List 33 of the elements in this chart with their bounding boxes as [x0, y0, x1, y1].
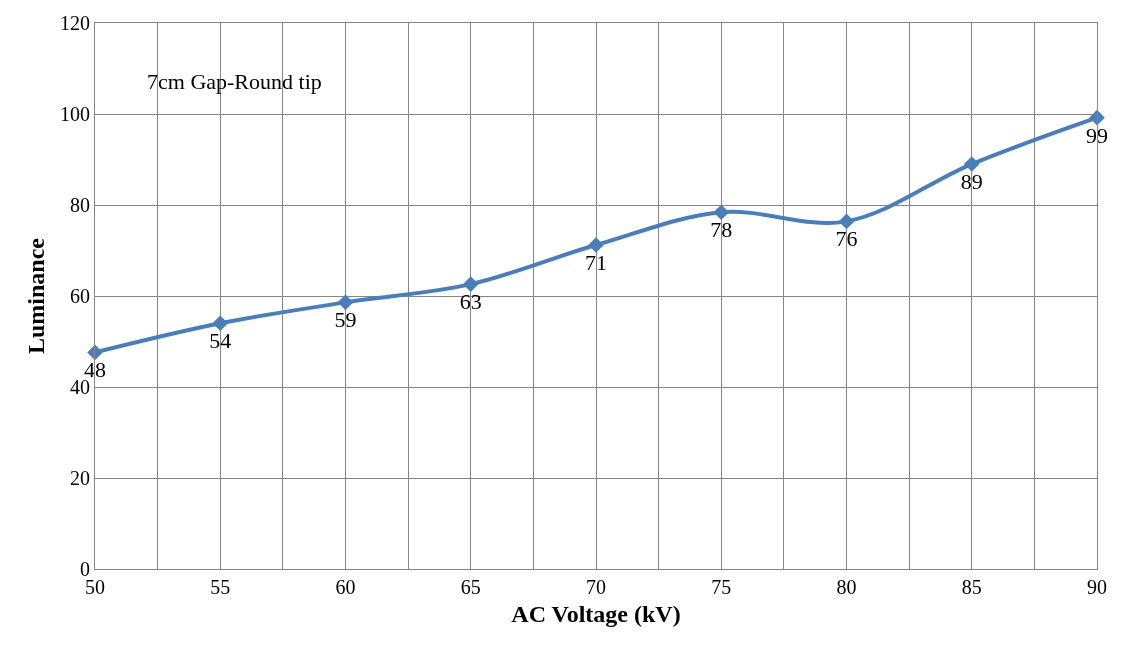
point	[212, 315, 229, 332]
point	[838, 213, 855, 230]
data-label: 89	[960, 169, 983, 195]
point	[1089, 109, 1105, 126]
x-tick-label: 60	[335, 576, 356, 598]
y-axis-title: Luminance	[23, 237, 50, 355]
x-tick-label: 65	[460, 576, 481, 598]
point	[963, 156, 980, 172]
point	[87, 344, 103, 361]
x-tick-label: 70	[586, 576, 606, 598]
y-tick-label: 20	[70, 467, 90, 489]
data-label: 71	[585, 250, 607, 276]
data-label: 54	[209, 328, 232, 354]
data-label: 76	[835, 226, 858, 252]
x-axis-title: AC Voltage (kV)	[511, 601, 681, 628]
data-label: 99	[1086, 122, 1108, 148]
data-label: 59	[334, 307, 357, 333]
annotation: 7cm Gap-Round tip	[147, 69, 322, 94]
x-tick-label: 85	[961, 576, 982, 598]
x-tick-label: 90	[1087, 576, 1107, 598]
x-tick-label: 55	[210, 576, 231, 598]
x-tick-label: 80	[836, 576, 857, 598]
point	[713, 204, 730, 221]
x-tick-label: 75	[711, 576, 732, 598]
point	[462, 276, 479, 292]
y-tick-label: 120	[60, 12, 90, 34]
data-label: 63	[459, 289, 482, 315]
y-tick-label: 80	[70, 194, 90, 216]
point	[337, 294, 354, 311]
data-label: 78	[710, 217, 733, 243]
point	[588, 237, 604, 253]
y-tick-label: 100	[60, 103, 90, 125]
y-tick-label: 60	[70, 285, 90, 307]
